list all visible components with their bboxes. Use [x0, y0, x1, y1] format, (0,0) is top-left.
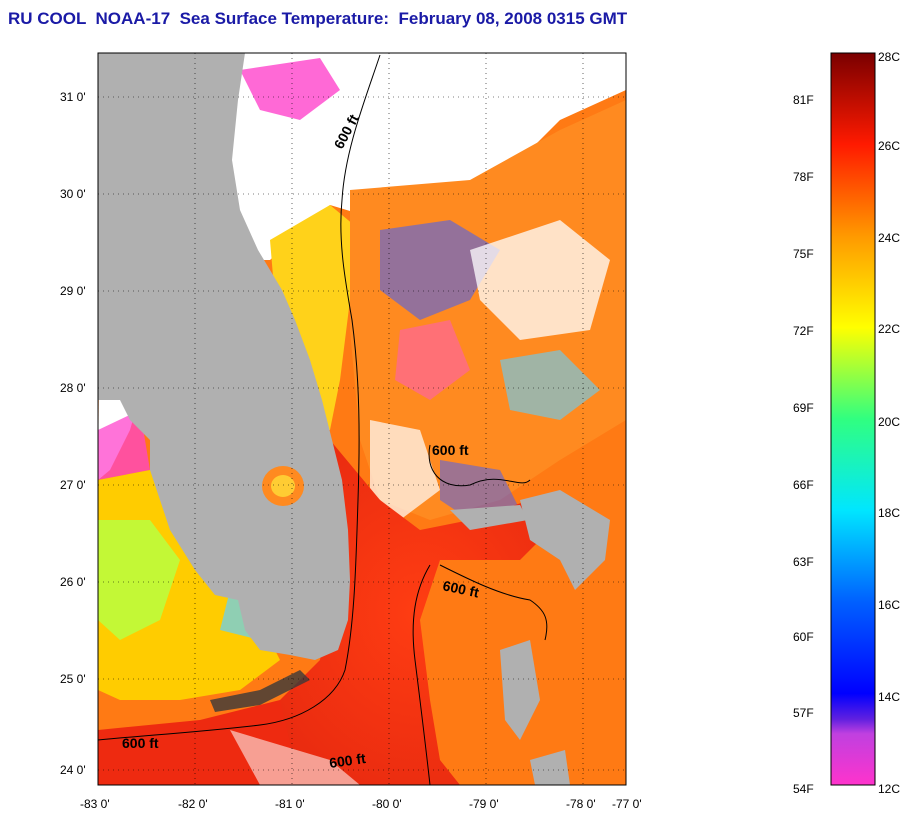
cb-c-22: 22C — [878, 322, 900, 336]
page-title: RU COOL NOAA-17 Sea Surface Temperature:… — [8, 9, 628, 28]
cloud-patch-1 — [470, 220, 610, 340]
contour-label-2: 600 ft — [432, 442, 469, 458]
lon-label-77: -77 0' — [612, 797, 642, 811]
contour-600ft-bahamas-north — [428, 444, 531, 487]
lat-label-30: 30 0' — [60, 187, 86, 201]
andros-island — [500, 640, 540, 740]
cb-f-81: 81F — [793, 93, 814, 107]
cb-c-18: 18C — [878, 506, 900, 520]
contour-600ft-bahamas-bank — [439, 564, 548, 641]
straits-cloud-speckle — [230, 730, 360, 785]
lon-label-79: -79 0' — [469, 797, 499, 811]
cb-c-16: 16C — [878, 598, 900, 612]
lon-label-78: -78 0' — [566, 797, 596, 811]
colorbar — [830, 52, 876, 786]
florida-keys — [210, 670, 310, 712]
lon-label-80: -80 0' — [372, 797, 402, 811]
cloud-edge-1 — [240, 58, 340, 120]
andros-south — [530, 750, 570, 785]
cb-f-78: 78F — [793, 170, 814, 184]
cool-patch-2 — [500, 350, 600, 420]
map-gridlines — [98, 53, 626, 785]
lon-label-81: -81 0' — [275, 797, 305, 811]
sst-image: 600 ft 600 ft 600 ft 600 ft 600 ft — [98, 53, 626, 785]
cool-patch-3 — [440, 460, 520, 520]
contour-600ft-bahamas-west — [412, 564, 431, 785]
cb-c-20: 20C — [878, 415, 900, 429]
lat-label-26: 26 0' — [60, 575, 86, 589]
lon-label-83: -83 0' — [80, 797, 110, 811]
west-shelf-cool-patch — [98, 520, 180, 640]
grand-bahama-west — [450, 505, 528, 530]
colorbar-celsius-labels: 28C 26C 24C 22C 20C 18C 16C 14C 12C — [878, 50, 900, 796]
lat-label-31: 31 0' — [60, 90, 86, 104]
cb-c-12: 12C — [878, 782, 900, 796]
cb-f-60: 60F — [793, 630, 814, 644]
cb-f-69: 69F — [793, 401, 814, 415]
lon-label-82: -82 0' — [178, 797, 208, 811]
contour-label-5: 600 ft — [328, 750, 367, 771]
cool-patch-1 — [380, 220, 500, 320]
florida-land — [98, 53, 350, 660]
cb-f-63: 63F — [793, 555, 814, 569]
grand-bahama-island — [520, 490, 610, 590]
lake-okeechobee-center — [271, 475, 295, 497]
contour-label-4: 600 ft — [122, 735, 159, 751]
latitude-axis: 31 0' 30 0' 29 0' 28 0' 27 0' 26 0' 25 0… — [60, 90, 86, 777]
lat-label-28: 28 0' — [60, 381, 86, 395]
cloud-edge-3 — [98, 410, 150, 480]
cb-f-72: 72F — [793, 324, 814, 338]
lat-label-29: 29 0' — [60, 284, 86, 298]
cb-f-75: 75F — [793, 247, 814, 261]
cb-c-24: 24C — [878, 231, 900, 245]
lat-label-27: 27 0' — [60, 478, 86, 492]
cb-f-54: 54F — [793, 782, 814, 796]
lat-label-24: 24 0' — [60, 763, 86, 777]
cb-f-66: 66F — [793, 478, 814, 492]
cb-f-57: 57F — [793, 706, 814, 720]
cb-c-26: 26C — [878, 139, 900, 153]
lat-label-25: 25 0' — [60, 672, 86, 686]
longitude-axis: -83 0' -82 0' -81 0' -80 0' -79 0' -78 0… — [80, 797, 642, 811]
cloud-patch-2 — [395, 320, 470, 400]
contour-600ft-florida — [98, 54, 381, 741]
cb-c-28: 28C — [878, 50, 900, 64]
map-frame — [97, 52, 627, 786]
cb-c-14: 14C — [878, 690, 900, 704]
colorbar-fahrenheit-labels: 81F 78F 75F 72F 69F 66F 63F 60F 57F 54F — [793, 93, 814, 796]
cloud-patch-3 — [370, 420, 440, 520]
contour-label-3: 600 ft — [441, 577, 480, 600]
